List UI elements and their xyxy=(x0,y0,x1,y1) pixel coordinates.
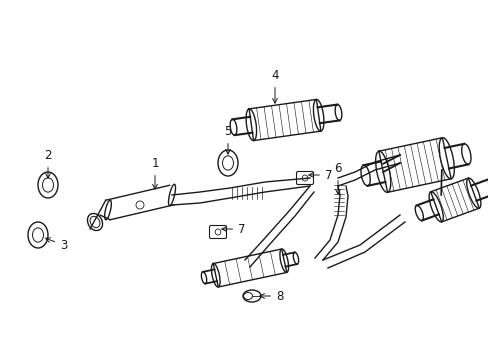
Text: 3: 3 xyxy=(45,238,67,252)
Text: 1: 1 xyxy=(151,157,159,189)
Text: 6: 6 xyxy=(334,162,341,194)
Text: 2: 2 xyxy=(44,149,52,178)
Text: 4: 4 xyxy=(271,69,278,103)
Text: 7: 7 xyxy=(222,222,245,235)
Text: 7: 7 xyxy=(308,168,332,181)
Text: 8: 8 xyxy=(259,289,283,302)
Text: 5: 5 xyxy=(224,125,231,154)
